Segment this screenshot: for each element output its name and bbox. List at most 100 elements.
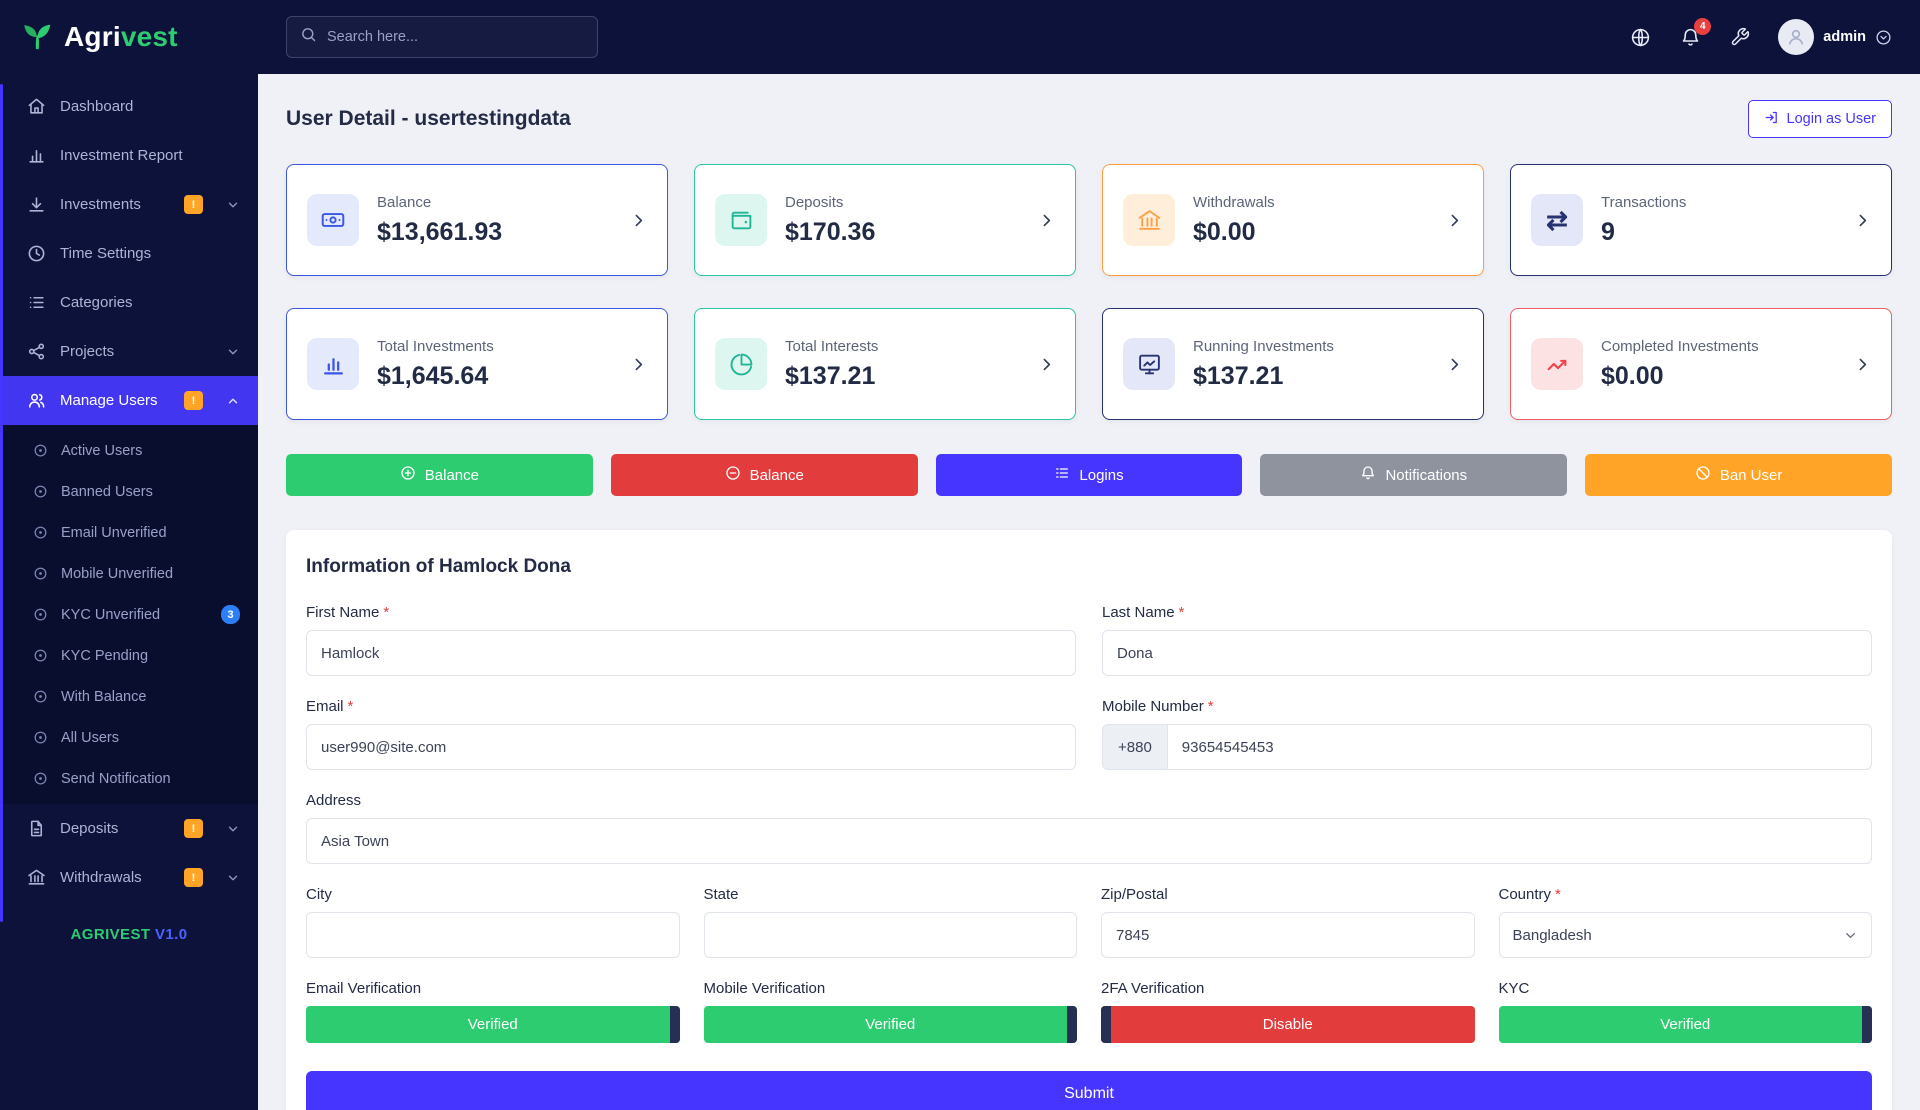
zip-input[interactable]: [1101, 912, 1475, 958]
field-label: 2FA Verification: [1101, 980, 1205, 997]
chevron-right-icon[interactable]: [1854, 212, 1871, 229]
home-icon: [26, 97, 46, 117]
panel-title: Information of Hamlock Dona: [306, 556, 571, 577]
stat-card-total-investments[interactable]: Total Investments $1,645.64: [286, 308, 668, 420]
chevron-right-icon[interactable]: [1446, 212, 1463, 229]
brand-logo[interactable]: Agrivest: [0, 0, 258, 74]
sidebar-item-label: Time Settings: [60, 245, 152, 262]
stat-label: Deposits: [785, 193, 844, 211]
sidebar-subitem-send-notification[interactable]: Send Notification: [0, 758, 258, 799]
sidebar-item-investment-report[interactable]: Investment Report: [0, 131, 258, 180]
logins-button[interactable]: Logins: [935, 454, 1243, 496]
stat-label: Total Interests: [785, 337, 879, 355]
stat-value: $137.21: [1193, 361, 1284, 390]
sidebar-subitem-banned-users[interactable]: Banned Users: [0, 471, 258, 512]
topbar: 4 admin: [258, 0, 1920, 74]
sidebar-subitem-kyc-pending[interactable]: KYC Pending: [0, 635, 258, 676]
stat-card-text: Total Interests $137.21: [785, 338, 878, 391]
stat-card-completed-investments[interactable]: Completed Investments $0.00: [1510, 308, 1892, 420]
sidebar-item-investments[interactable]: Investments !: [0, 180, 258, 229]
stat-card-transactions[interactable]: ⇄ Transactions 9: [1510, 164, 1892, 276]
last-name-input[interactable]: [1102, 630, 1872, 676]
sidebar-item-time-settings[interactable]: Time Settings: [0, 229, 258, 278]
verification-row: Email Verification Verified Mobile Verif…: [306, 980, 1872, 1043]
circle-dot-icon: [33, 484, 49, 500]
search-input[interactable]: [327, 29, 584, 45]
mobile-verification-field: Mobile Verification Verified: [703, 980, 1077, 1043]
field-label: Mobile Verification: [703, 980, 826, 997]
chevron-right-icon[interactable]: [1038, 212, 1055, 229]
circle-dot-icon: [33, 648, 49, 664]
list-icon: [26, 293, 46, 313]
login-icon: [1764, 110, 1779, 129]
notifications-bell-button[interactable]: 4: [1678, 18, 1712, 49]
stat-card-total-interests[interactable]: Total Interests $137.21: [694, 308, 1076, 420]
admin-label: admin: [1823, 29, 1866, 45]
stat-value: $0.00: [1193, 217, 1256, 246]
sidebar-subitem-kyc-unverified[interactable]: KYC Unverified 3: [0, 594, 258, 635]
stat-card-withdrawals[interactable]: Withdrawals $0.00: [1102, 164, 1484, 276]
email-verification-toggle[interactable]: Verified: [306, 1006, 680, 1043]
stat-value: $0.00: [1601, 361, 1664, 390]
first-name-input[interactable]: [306, 630, 1076, 676]
stat-card-deposits[interactable]: Deposits $170.36: [694, 164, 1076, 276]
required-mark: *: [347, 698, 354, 715]
ban-user-button[interactable]: Ban User: [1585, 454, 1892, 496]
sidebar-item-projects[interactable]: Projects: [0, 327, 258, 376]
sidebar-item-categories[interactable]: Categories: [0, 278, 258, 327]
sidebar-subitem-email-unverified[interactable]: Email Unverified: [0, 512, 258, 553]
sidebar-scrollbar[interactable]: [0, 84, 3, 922]
state-input[interactable]: [703, 912, 1077, 958]
chevron-down-icon: [226, 871, 240, 885]
twofa-verification-toggle[interactable]: Disable: [1101, 1006, 1475, 1043]
alert-badge: !: [184, 391, 203, 410]
chevron-right-icon[interactable]: [1038, 356, 1055, 373]
add-balance-button[interactable]: Balance: [286, 454, 593, 496]
circle-dot-icon: [33, 566, 49, 582]
name-row: First Name* Last Name*: [306, 604, 1872, 676]
login-as-user-button[interactable]: Login as User: [1747, 100, 1892, 138]
settings-wrench-button[interactable]: [1728, 25, 1752, 49]
sidebar-subitem-active-users[interactable]: Active Users: [0, 430, 258, 471]
subtract-balance-button[interactable]: Balance: [610, 454, 918, 496]
sidebar-subitem-with-balance[interactable]: With Balance: [0, 676, 258, 717]
sidebar-subitem-mobile-unverified[interactable]: Mobile Unverified: [0, 553, 258, 594]
download-icon: [26, 195, 46, 215]
chevron-right-icon[interactable]: [1854, 356, 1871, 373]
field-label: Address: [306, 792, 362, 809]
country-select[interactable]: Bangladesh: [1498, 912, 1872, 958]
search-box[interactable]: [286, 16, 598, 58]
email-input[interactable]: [306, 724, 1076, 770]
sidebar-item-label: Investment Report: [60, 147, 183, 164]
bar-chart-icon: [26, 146, 46, 166]
chevron-right-icon[interactable]: [630, 212, 647, 229]
stat-card-text: Balance $13,661.93: [377, 194, 502, 247]
mobile-number-input[interactable]: [1166, 724, 1872, 770]
stat-card-balance[interactable]: Balance $13,661.93: [286, 164, 668, 276]
sidebar-item-manage-users[interactable]: Manage Users !: [0, 376, 258, 425]
kyc-verification-toggle[interactable]: Verified: [1498, 1006, 1872, 1043]
pie-chart-icon: [715, 338, 767, 390]
avatar: [1778, 19, 1815, 55]
stat-value: 9: [1601, 217, 1615, 246]
city-input[interactable]: [306, 912, 680, 958]
required-mark: *: [1555, 886, 1561, 903]
sidebar-item-label: Deposits: [60, 820, 119, 837]
sidebar-item-deposits[interactable]: Deposits !: [0, 804, 258, 853]
sidebar-item-dashboard[interactable]: Dashboard: [0, 82, 258, 131]
language-globe-button[interactable]: [1628, 25, 1652, 49]
stat-card-running-investments[interactable]: Running Investments $137.21: [1102, 308, 1484, 420]
submit-button[interactable]: Submit: [306, 1071, 1872, 1110]
address-input[interactable]: [306, 818, 1872, 864]
chevron-right-icon[interactable]: [630, 356, 647, 373]
field-label: KYC: [1498, 980, 1530, 997]
admin-menu[interactable]: admin: [1778, 19, 1892, 55]
mobile-verification-toggle[interactable]: Verified: [703, 1006, 1077, 1043]
chevron-right-icon[interactable]: [1446, 356, 1463, 373]
sidebar-item-withdrawals[interactable]: Withdrawals !: [0, 853, 258, 902]
sidebar-subitem-all-users[interactable]: All Users: [0, 717, 258, 758]
user-info-panel: Information of Hamlock Dona First Name * …: [286, 530, 1892, 1110]
field-label: Last Name *: [1102, 604, 1185, 621]
chevron-down-icon: [1843, 928, 1858, 943]
notifications-button[interactable]: Notifications: [1260, 454, 1568, 496]
